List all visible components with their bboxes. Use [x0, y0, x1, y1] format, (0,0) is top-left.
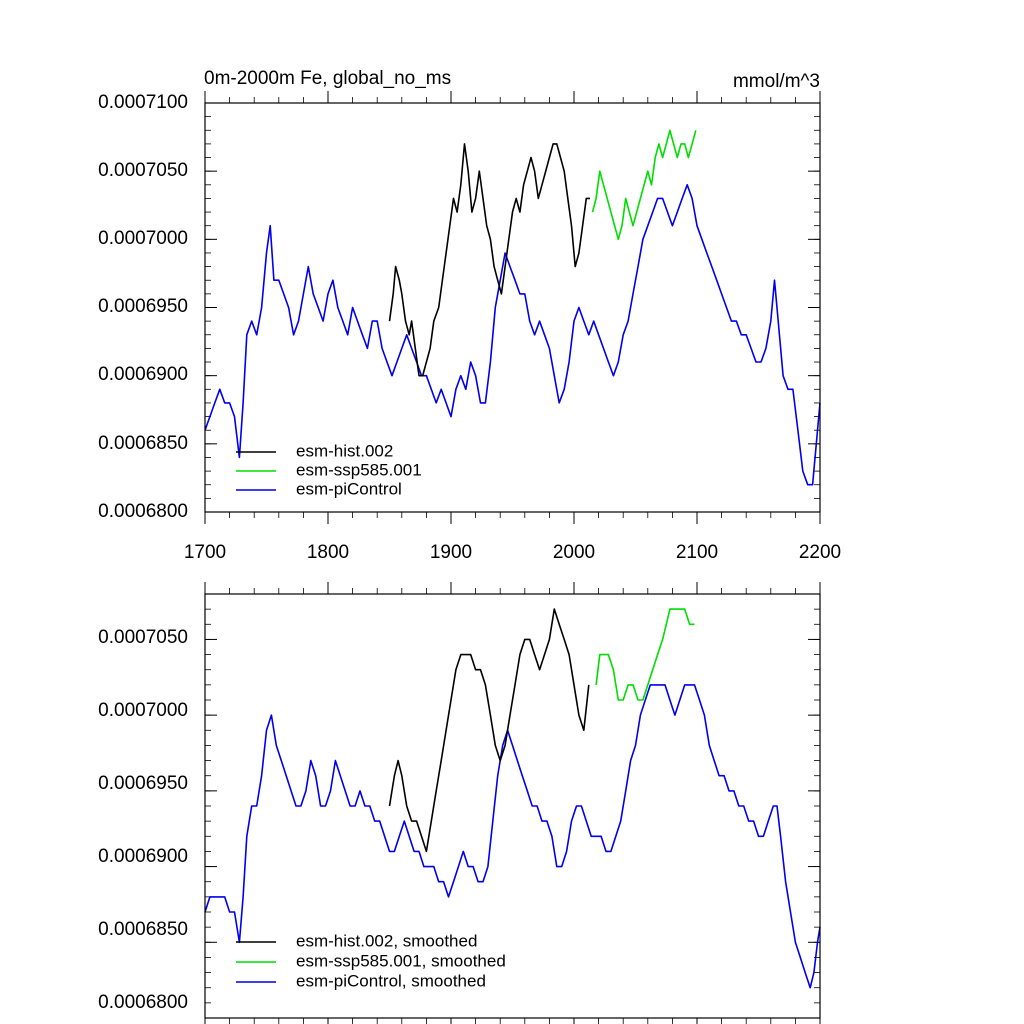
top-x-tick-label: 1700: [184, 542, 226, 563]
bottom-axis-ticks: [204, 582, 821, 1024]
bottom-series-line-esm-hist-002: [388, 608, 590, 853]
bottom-y-tick-label: 0.0006950: [98, 773, 188, 794]
top-y-tick-label: 0.0006900: [98, 364, 188, 385]
top-y-tick-label: 0.0006850: [98, 433, 188, 454]
bottom-legend: esm-hist.002, smoothed esm-ssp585.001, s…: [236, 931, 506, 990]
top-x-tick-label: 2000: [553, 542, 595, 563]
top-y-tick-labels: 0.0007100 0.0007050 0.0007000 0.0006950 …: [98, 92, 188, 522]
top-x-tick-label: 2100: [676, 542, 718, 563]
bottom-series-line-esm-ssp585-001: [595, 608, 695, 701]
top-y-tick-label: 0.0007100: [98, 92, 188, 113]
top-series-line-esm-hist-002: [388, 143, 590, 377]
bottom-y-tick-label: 0.0006900: [98, 846, 188, 867]
bottom-legend-label-picontrol: esm-piControl, smoothed: [296, 971, 486, 990]
top-x-tick-label: 2200: [799, 542, 841, 563]
top-y-tick-label: 0.0007050: [98, 160, 188, 181]
top-legend-label-hist: esm-hist.002: [296, 441, 393, 460]
top-x-tick-labels: 1700 1800 1900 2000 2100 2200: [184, 542, 841, 563]
top-legend: esm-hist.002 esm-ssp585.001 esm-piContro…: [236, 441, 422, 498]
top-x-tick-label: 1900: [430, 542, 472, 563]
bottom-y-tick-label: 0.0007000: [98, 700, 188, 721]
bottom-series: [204, 608, 821, 989]
top-chart-units: mmol/m^3: [733, 71, 820, 92]
bottom-y-tick-label: 0.0007050: [98, 627, 188, 648]
top-y-tick-label: 0.0007000: [98, 228, 188, 249]
top-legend-label-ssp: esm-ssp585.001: [296, 460, 422, 479]
bottom-legend-label-hist: esm-hist.002, smoothed: [296, 931, 477, 950]
top-x-tick-label: 1800: [307, 542, 349, 563]
top-panel: 0m-2000m Fe, global_no_ms mmol/m^3 0.000…: [98, 68, 841, 563]
top-legend-label-picontrol: esm-piControl: [296, 479, 402, 498]
top-series: [204, 129, 821, 486]
bottom-series-line-esm-picontrol: [204, 684, 821, 989]
bottom-panel: 0.0007050 0.0007000 0.0006950 0.0006900 …: [98, 582, 821, 1024]
top-y-tick-label: 0.0006800: [98, 501, 188, 522]
top-series-line-esm-ssp585-001: [591, 129, 697, 241]
bottom-y-tick-labels: 0.0007050 0.0007000 0.0006950 0.0006900 …: [98, 627, 188, 1013]
top-y-tick-label: 0.0006950: [98, 296, 188, 317]
top-chart-title: 0m-2000m Fe, global_no_ms: [204, 68, 451, 89]
bottom-y-tick-label: 0.0006850: [98, 919, 188, 940]
top-plot-frame: [204, 102, 821, 513]
bottom-y-tick-label: 0.0006800: [98, 992, 188, 1013]
bottom-legend-label-ssp: esm-ssp585.001, smoothed: [296, 951, 506, 970]
top-series-line-esm-picontrol: [204, 184, 821, 486]
bottom-plot-frame: [204, 593, 821, 1019]
